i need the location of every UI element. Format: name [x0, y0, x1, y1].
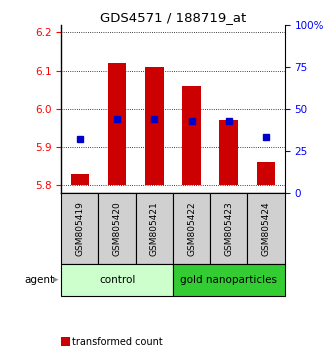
Text: gold nanoparticles: gold nanoparticles — [180, 275, 277, 285]
Bar — [98, 193, 136, 264]
Bar — [136, 193, 173, 264]
Text: transformed count: transformed count — [72, 337, 163, 347]
Bar — [61, 264, 173, 296]
Bar — [173, 264, 285, 296]
Text: GSM805421: GSM805421 — [150, 201, 159, 256]
Bar — [182, 86, 201, 185]
Bar — [61, 193, 99, 264]
Text: agent: agent — [24, 275, 55, 285]
Bar — [145, 67, 164, 185]
Text: GSM805422: GSM805422 — [187, 201, 196, 256]
Bar — [173, 193, 210, 264]
Text: GSM805419: GSM805419 — [75, 201, 84, 256]
Bar — [257, 162, 275, 185]
Bar — [247, 193, 285, 264]
Bar — [108, 63, 126, 185]
Text: GSM805424: GSM805424 — [261, 201, 270, 256]
Title: GDS4571 / 188719_at: GDS4571 / 188719_at — [100, 11, 246, 24]
Bar — [71, 174, 89, 185]
Bar — [219, 120, 238, 185]
Text: GSM805420: GSM805420 — [113, 201, 121, 256]
Text: control: control — [99, 275, 135, 285]
Bar — [210, 193, 247, 264]
Text: GSM805423: GSM805423 — [224, 201, 233, 256]
